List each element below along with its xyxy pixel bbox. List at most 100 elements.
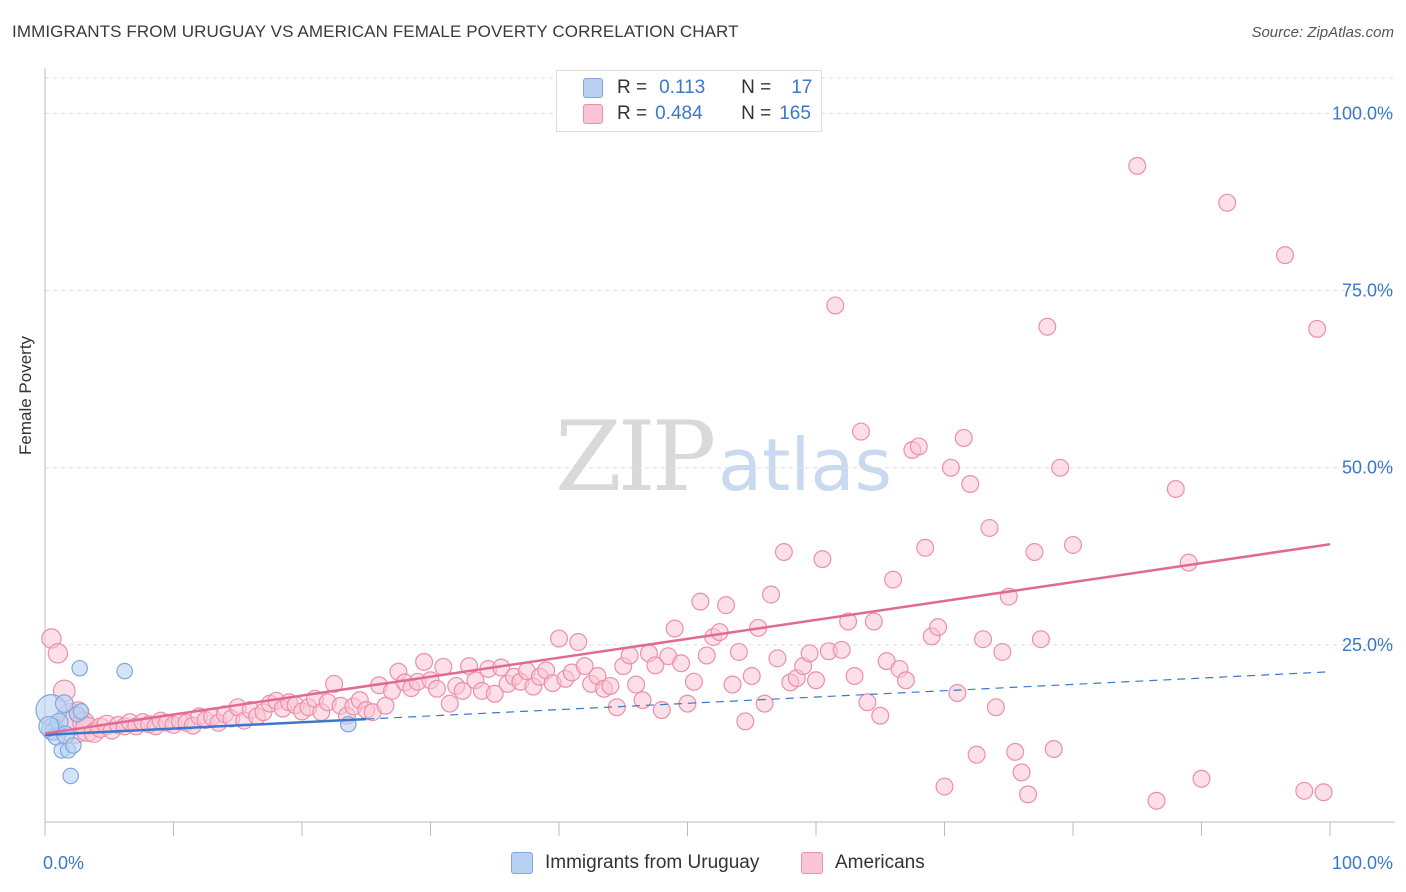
series-legend-americans: Americans	[801, 852, 925, 874]
americans-point	[954, 428, 973, 447]
americans-point	[800, 644, 819, 663]
y-tick-label: 75.0%	[1342, 281, 1393, 301]
americans-point	[839, 612, 858, 631]
x-tick-labels: 0.0% 100.0%	[43, 853, 1393, 873]
americans-point	[1218, 193, 1237, 212]
series-label-americans: Americans	[835, 852, 925, 873]
americans-point	[1166, 479, 1185, 498]
americans-point	[633, 691, 652, 710]
americans-point	[1038, 317, 1057, 336]
legend-n-value: 165	[779, 103, 811, 124]
americans-point	[569, 633, 588, 652]
stats-legend: R = 0.113 N = 17 R = 0.484 N = 165	[556, 70, 822, 132]
americans-point	[1006, 742, 1025, 761]
americans-point	[1012, 763, 1031, 782]
series-swatch-americans	[801, 852, 823, 874]
uruguay-point	[71, 659, 88, 677]
americans-point	[665, 619, 684, 638]
americans-point	[415, 652, 434, 671]
americans-point	[1147, 791, 1166, 810]
y-tick-label: 100.0%	[1332, 103, 1393, 123]
americans-point	[980, 518, 999, 537]
americans-point	[672, 654, 691, 673]
americans-point	[723, 675, 742, 694]
americans-point	[967, 745, 986, 764]
americans-point	[1019, 785, 1038, 804]
americans-point	[691, 592, 710, 611]
americans-point	[697, 646, 716, 665]
americans-point	[742, 667, 761, 686]
americans-point	[755, 694, 774, 713]
uruguay-trend-dashed	[366, 671, 1331, 720]
americans-point	[1063, 535, 1082, 554]
americans-point	[325, 674, 344, 693]
americans-point	[768, 649, 787, 668]
americans-point	[729, 642, 748, 661]
x-tick-label-max: 100.0%	[1332, 853, 1393, 873]
americans-point	[1031, 630, 1050, 649]
americans-point	[948, 684, 967, 703]
uruguay-point	[64, 737, 82, 754]
americans-point	[684, 672, 703, 691]
y-tick-label: 25.0%	[1342, 635, 1393, 655]
americans-point	[485, 684, 504, 703]
americans-point	[427, 679, 446, 698]
trend-lines	[44, 543, 1331, 737]
series-swatch-uruguay	[511, 852, 533, 874]
americans-point	[1314, 783, 1333, 802]
americans-point	[909, 437, 928, 456]
americans-point	[1276, 246, 1295, 265]
americans-point	[652, 701, 671, 720]
legend-r-label: R =	[617, 77, 648, 98]
americans-point	[1192, 769, 1211, 788]
legend-swatch-uruguay	[583, 78, 603, 98]
legend-n-label: N =	[741, 77, 772, 98]
americans-point	[884, 570, 903, 589]
americans-point	[717, 596, 736, 615]
watermark: ZIP atlas	[555, 401, 892, 513]
chart-title: IMMIGRANTS FROM URUGUAY VS AMERICAN FEMA…	[12, 22, 739, 41]
americans-point	[601, 676, 620, 695]
americans-point	[1308, 319, 1327, 338]
y-tick-labels: 25.0% 50.0% 75.0% 100.0%	[1332, 103, 1393, 654]
americans-point	[986, 698, 1005, 717]
americans-point	[845, 667, 864, 686]
legend-row-uruguay: R = 0.113 N = 17	[583, 76, 812, 100]
americans-point	[974, 630, 993, 649]
americans-point	[941, 458, 960, 477]
watermark-zip: ZIP	[555, 401, 714, 513]
americans-point	[1051, 458, 1070, 477]
americans-point	[806, 671, 825, 690]
americans-point	[961, 475, 980, 494]
americans-point	[47, 643, 69, 664]
americans-point	[864, 612, 883, 631]
series-label-uruguay: Immigrants from Uruguay	[545, 852, 760, 873]
americans-point	[549, 629, 568, 648]
americans-point	[1044, 740, 1063, 759]
americans-point	[826, 296, 845, 315]
americans-point	[762, 585, 781, 604]
legend-r-value: 0.484	[655, 103, 703, 124]
americans-point	[1025, 543, 1044, 562]
americans-point	[1295, 781, 1314, 800]
uruguay-point	[54, 694, 74, 714]
americans-point	[993, 642, 1012, 661]
americans-point	[851, 422, 870, 441]
americans-point	[774, 543, 793, 562]
y-tick-label: 50.0%	[1342, 458, 1393, 478]
americans-point	[376, 696, 395, 715]
uruguay-trend-solid	[44, 717, 367, 737]
legend-n-value: 17	[791, 77, 813, 98]
y-axis-title: Female Poverty	[16, 335, 35, 455]
americans-trend	[44, 543, 1331, 735]
uruguay-point	[62, 767, 79, 785]
americans-point	[736, 712, 755, 731]
americans-point	[813, 550, 832, 569]
americans-point	[871, 706, 890, 725]
americans-point	[575, 657, 594, 676]
uruguay-point	[116, 662, 133, 680]
legend-n-label: N =	[741, 103, 772, 124]
americans-point	[620, 646, 639, 665]
source-credit: Source: ZipAtlas.com	[1251, 24, 1394, 41]
